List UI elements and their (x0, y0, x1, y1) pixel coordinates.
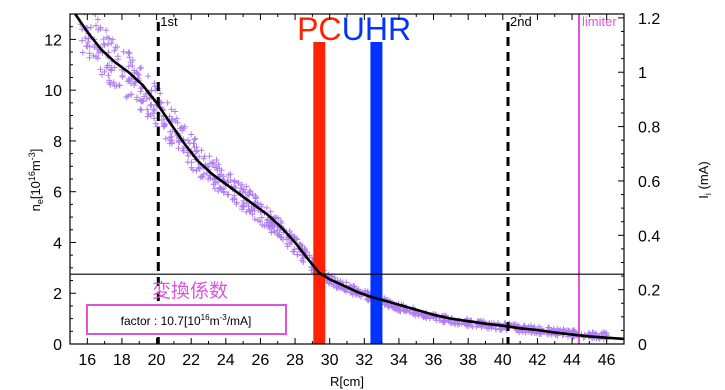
annotation-title: 変換係数 (152, 280, 228, 302)
y-tick-label: 2 (53, 286, 62, 303)
annotation-box (86, 304, 287, 335)
vline-label-limiter: limiter (582, 14, 617, 29)
y-right-tick-label: 0 (638, 337, 647, 354)
x-tick-label: 30 (321, 352, 339, 369)
y-right-tick-label: 1.2 (638, 11, 660, 28)
y-tick-label: 12 (44, 32, 62, 49)
y-tick-label: 10 (44, 83, 62, 100)
label-uhr: UHR (342, 11, 411, 47)
fit-curve (74, 14, 624, 341)
x-tick-label: 38 (459, 352, 477, 369)
vline-label-2nd: 2nd (510, 14, 532, 29)
x-tick-label: 36 (425, 352, 443, 369)
x-tick-label: 44 (563, 352, 581, 369)
y-axis-right: 0 0.2 0.4 0.6 0.8 1 1.2 (618, 11, 660, 354)
y-axis-left: 0 2 4 6 8 10 12 (44, 13, 76, 354)
annotation-text: factor : 10.7[1016m-3/mA] (121, 313, 252, 328)
scatter-point (132, 79, 139, 86)
x-axis: 16 18 20 22 24 26 28 30 32 34 36 38 40 42 44 46 (69, 14, 625, 369)
x-tick-label: 34 (390, 352, 408, 369)
y-axis-left-title: ne[1016m-3] (27, 149, 45, 212)
x-tick-label: 26 (252, 352, 270, 369)
y-right-tick-label: 0.8 (638, 120, 660, 137)
x-tick-label: 40 (494, 352, 512, 369)
band-uhr (370, 42, 383, 344)
x-tick-label: 22 (182, 352, 200, 369)
y-tick-label: 4 (53, 235, 62, 252)
x-tick-label: 42 (529, 352, 547, 369)
curve-layer (74, 14, 624, 341)
band-pc (313, 42, 326, 344)
scatter-point (271, 221, 278, 228)
y-right-tick-label: 1 (638, 65, 647, 82)
y-right-tick-label: 0.2 (638, 283, 660, 300)
y-right-tick-label: 0.4 (638, 228, 660, 245)
label-pc: PC (297, 11, 341, 47)
x-axis-title: R[cm] (330, 374, 364, 389)
y-tick-label: 6 (53, 185, 62, 202)
x-tick-label: 32 (355, 352, 373, 369)
y-right-tick-label: 0.6 (638, 174, 660, 191)
x-tick-label: 24 (217, 352, 235, 369)
x-tick-label: 28 (286, 352, 304, 369)
y-tick-label: 8 (53, 134, 62, 151)
x-tick-label: 16 (78, 352, 96, 369)
y-tick-label: 0 (53, 337, 62, 354)
y-axis-right-title: Ii (mA) (696, 161, 713, 198)
x-tick-label: 20 (148, 352, 166, 369)
x-tick-label: 18 (113, 352, 131, 369)
x-tick-label: 46 (598, 352, 616, 369)
vline-label-1st: 1st (160, 14, 178, 29)
